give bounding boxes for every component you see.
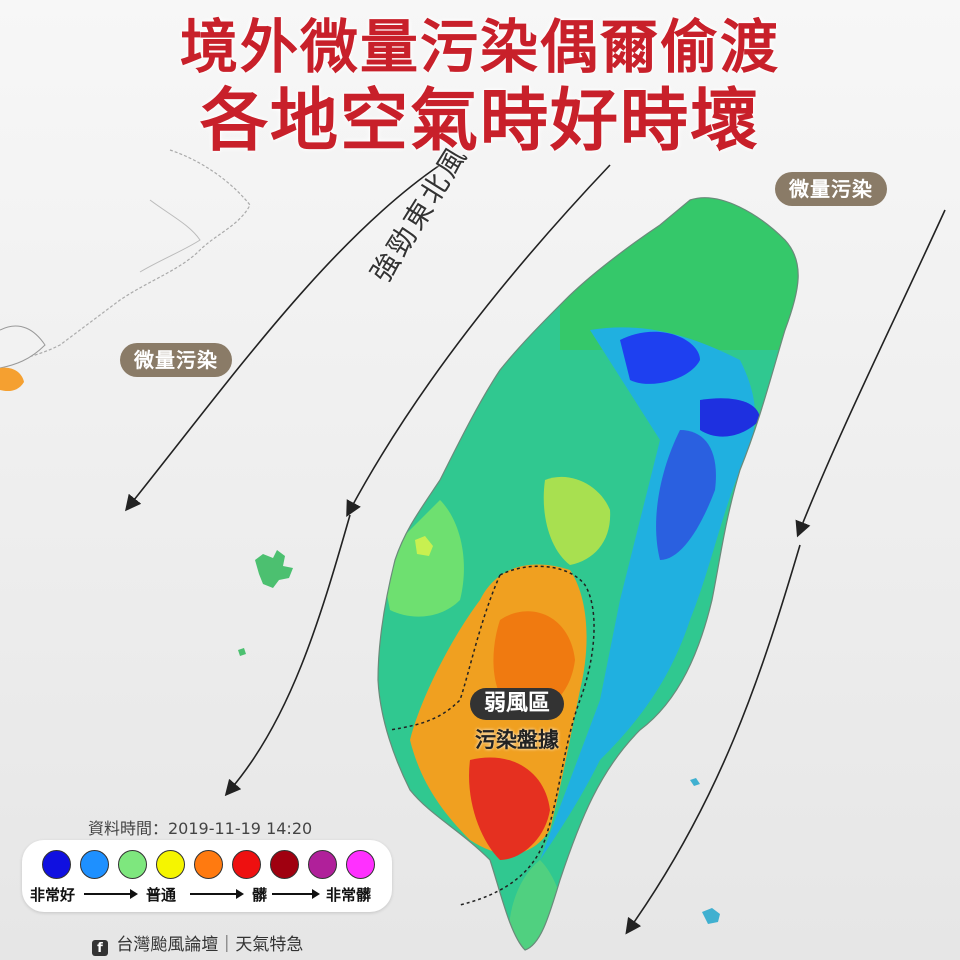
legend-arrow-icon bbox=[190, 889, 244, 899]
legend-swatch bbox=[118, 850, 147, 879]
weak-zone-label: 弱風區 污染盤據 bbox=[462, 688, 572, 754]
aqi-legend: 非常好 普通 髒 非常髒 bbox=[22, 840, 392, 912]
legend-label-very-dirty: 非常髒 bbox=[326, 886, 372, 904]
legend-swatch bbox=[194, 850, 223, 879]
coast-outline bbox=[0, 325, 46, 369]
facebook-icon: f bbox=[92, 940, 108, 956]
legend-swatch bbox=[232, 850, 261, 879]
kinmen-patch bbox=[0, 367, 24, 392]
legend-arrow-icon bbox=[272, 889, 320, 899]
ludao-island bbox=[690, 778, 700, 786]
coast-outline bbox=[139, 199, 201, 273]
wind-arrow bbox=[346, 164, 611, 518]
legend-arrow-icon bbox=[84, 889, 138, 899]
wind-arrow bbox=[625, 544, 801, 935]
weak-zone-subtitle: 污染盤據 bbox=[475, 728, 559, 752]
legend-label-dirty: 髒 bbox=[252, 886, 268, 904]
credit-text: 台灣颱風論壇｜天氣特急 bbox=[116, 935, 304, 955]
penghu-islands bbox=[255, 550, 293, 588]
taiwan-outline bbox=[377, 197, 799, 951]
legend-label-very-good: 非常好 bbox=[30, 886, 76, 904]
lanyu-island bbox=[702, 908, 720, 924]
legend-label-normal: 普通 bbox=[146, 886, 177, 904]
legend-swatch bbox=[156, 850, 185, 879]
headline-line2: 各地空氣時好時壞 bbox=[199, 82, 760, 161]
coast-outline bbox=[0, 149, 251, 363]
data-timestamp: 資料時間：2019-11-19 14:20 bbox=[88, 819, 313, 838]
wind-arrow bbox=[795, 209, 946, 538]
wind-arrow bbox=[125, 164, 441, 512]
legend-swatch bbox=[80, 850, 109, 879]
legend-swatch bbox=[346, 850, 375, 879]
wind-arrow bbox=[224, 514, 351, 797]
weak-zone-title: 弱風區 bbox=[469, 688, 564, 720]
headline-line1: 境外微量污染偶爾偷渡 bbox=[179, 13, 780, 81]
legend-swatch bbox=[42, 850, 71, 879]
weak-wind-zone-outline bbox=[389, 574, 501, 731]
pollution-label-right: 微量污染 bbox=[775, 172, 887, 206]
legend-swatch bbox=[308, 850, 337, 879]
penghu-islands bbox=[238, 648, 246, 656]
credit-line: f 台灣颱風論壇｜天氣特急 bbox=[92, 930, 303, 956]
legend-swatch bbox=[270, 850, 299, 879]
pollution-label-left: 微量污染 bbox=[120, 343, 232, 377]
